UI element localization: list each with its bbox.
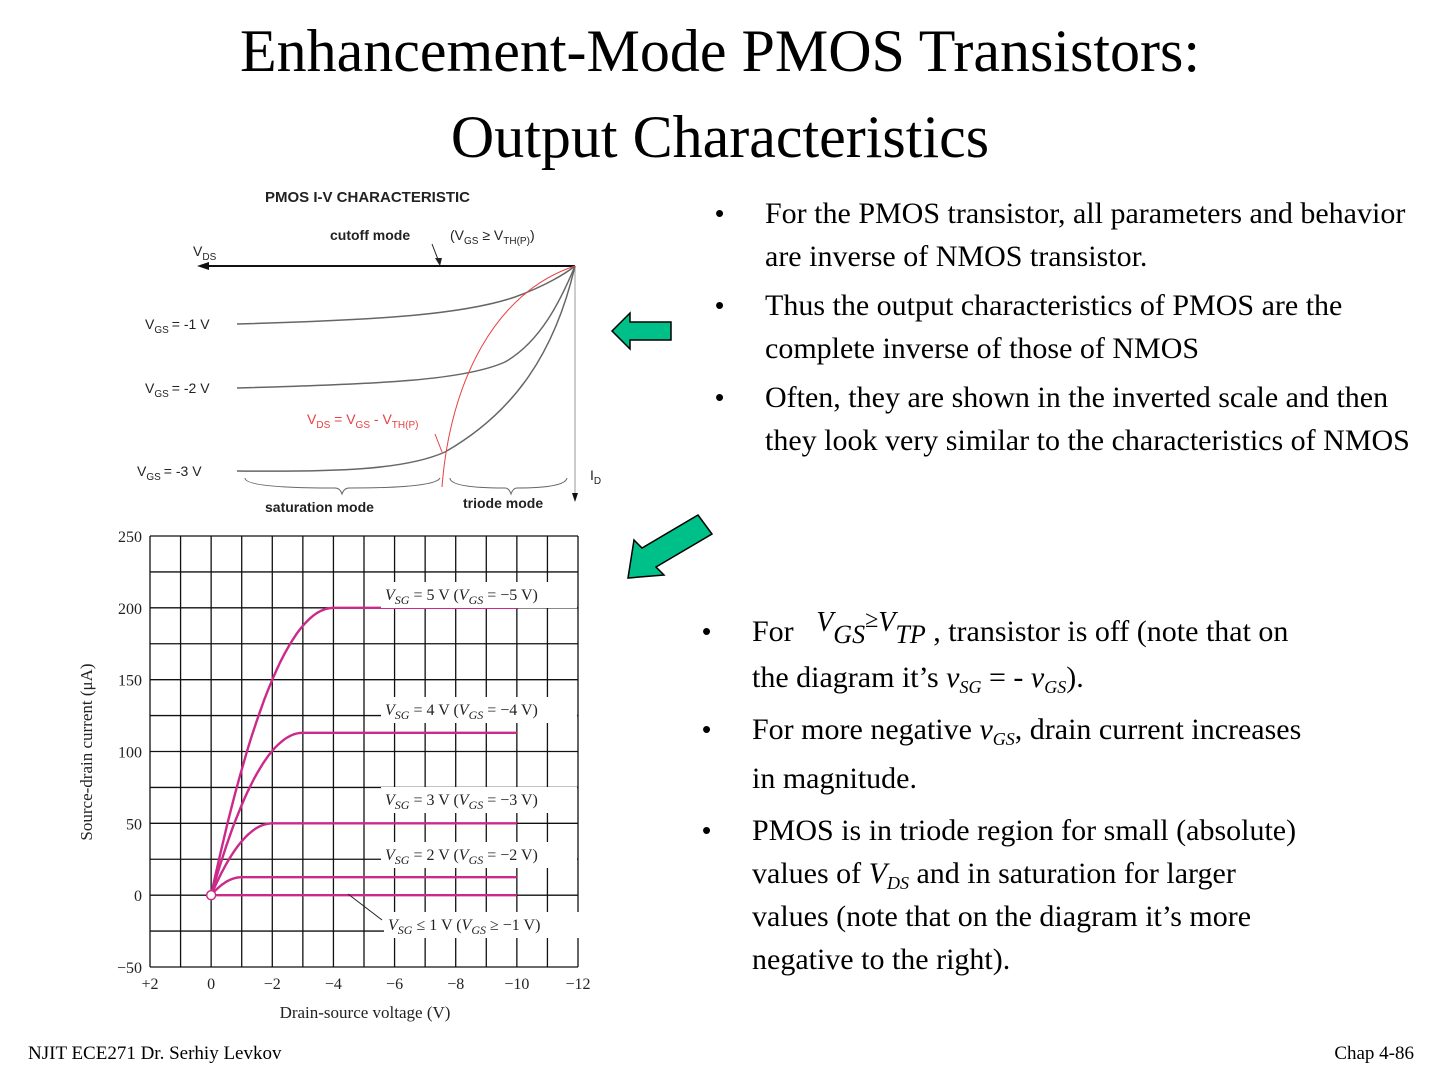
bullet-item: • For VGS≥VTP , transistor is off (note t…: [702, 607, 1289, 697]
saturation-label: saturation mode: [265, 499, 374, 515]
series-label-bg: [381, 697, 577, 723]
series-curve: [209, 606, 517, 896]
left-arrow-icon: [610, 311, 672, 351]
chart-series-labels: VSG = 5 V (VGS = −5 V) VSG = 4 V (VGS = −…: [347, 582, 580, 938]
triode-label: triode mode: [463, 495, 543, 511]
y-tick-label: −50: [117, 960, 142, 977]
x-tick-label: 0: [207, 976, 215, 993]
bottom-bullet-list: • For VGS≥VTP , transistor is off (note t…: [702, 607, 1312, 987]
curve-vgs-3: [236, 265, 576, 472]
left-arrow-shape: [610, 311, 672, 351]
cutoff-label: cutoff mode: [330, 227, 410, 243]
bullet-item: • For more negative vGS, drain current in…: [702, 713, 1302, 795]
origin-marker: [205, 889, 217, 901]
vgs-1-label: VGS = -1 V: [145, 316, 210, 336]
x-tick-label: −2: [264, 976, 281, 993]
x-tick-label: −12: [565, 976, 590, 993]
id-axis-label: ID: [590, 467, 601, 487]
curve-vgs-2: [236, 265, 576, 389]
cutoff-inequality: VGS≥VTP: [816, 607, 926, 649]
y-tick-label: 150: [118, 673, 142, 690]
series-curve: [209, 731, 517, 896]
chart-ticks: +2 0 −2 −4 −6 −8 −10 −12 250 200 150 100 50 0 −50: [117, 529, 591, 993]
footer-course: NJIT ECE271 Dr. Serhiy Levkov: [28, 1043, 282, 1064]
bullet-item: • Often, they are shown in the inverted s…: [715, 381, 1410, 457]
x-tick-label: −6: [386, 976, 403, 993]
series-curve: [210, 822, 517, 896]
diagram-title: PMOS I-V CHARACTERISTIC: [265, 189, 470, 206]
bullet-item: • Thus the output characteristics of PMOS…: [715, 289, 1343, 365]
vgs-2-label: VGS = -2 V: [145, 380, 210, 400]
y-tick-label: 0: [134, 888, 142, 905]
y-tick-label: 50: [126, 816, 142, 833]
pmos-iv-diagram: PMOS I-V CHARACTERISTIC cutoff mode (VGS…: [137, 189, 601, 515]
down-left-arrow-shape: [627, 514, 714, 579]
bullet-item: • For the PMOS transistor, all parameters…: [715, 197, 1406, 273]
curve-vgs-1: [236, 265, 576, 325]
series-label-bg: [381, 582, 577, 608]
series-label: VSG = 5 V (VGS = −5 V): [385, 587, 538, 607]
series-label: VSG ≤ 1 V (VGS ≥ −1 V): [388, 917, 540, 937]
x-tick-label: −8: [447, 976, 464, 993]
x-tick-label: −4: [325, 976, 342, 993]
boundary-parabola: [441, 265, 576, 488]
series-curve: [210, 876, 517, 897]
top-bullet-list: • For the PMOS transistor, all parameters…: [715, 192, 1425, 468]
chart-y-axis-label: Source-drain current (μA): [77, 663, 96, 840]
chart-x-axis-label: Drain-source voltage (V): [280, 1003, 451, 1022]
vds-axis-label: VDS: [193, 243, 217, 263]
footer-page: Chap 4-86: [1334, 1043, 1414, 1064]
series-label: VSG = 2 V (VGS = −2 V): [385, 847, 538, 867]
y-tick-label: 200: [118, 601, 142, 618]
bullet-item: • PMOS is in triode region for small (abs…: [702, 814, 1297, 976]
down-left-arrow-icon: [627, 514, 714, 579]
cutoff-condition: (VGS ≥ VTH(P)): [450, 227, 535, 247]
title-line-1: Enhancement-Mode PMOS Transistors:: [240, 18, 1200, 84]
series-label-bg: [384, 912, 580, 938]
y-tick-label: 250: [118, 529, 142, 546]
slide-title: Enhancement-Mode PMOS Transistors: Outpu…: [0, 8, 1440, 180]
vgs-3-label: VGS = -3 V: [137, 463, 202, 483]
title-line-2: Output Characteristics: [450, 104, 990, 170]
series-label: VSG = 4 V (VGS = −4 V): [385, 702, 538, 722]
label-leader-line: [347, 893, 383, 921]
output-characteristics-chart: +2 0 −2 −4 −6 −8 −10 −12 250 200 150 100 50 0 −50 VSG …: [77, 529, 591, 1022]
boundary-label: VDS = VGS - VTH(P): [307, 411, 418, 431]
x-tick-label: +2: [141, 976, 158, 993]
series-label-bg: [381, 842, 577, 868]
x-tick-label: −10: [504, 976, 529, 993]
series-label: VSG = 3 V (VGS = −3 V): [385, 792, 538, 812]
series-label-bg: [381, 787, 577, 813]
y-tick-label: 100: [118, 745, 142, 762]
chart-curves: [205, 606, 517, 901]
